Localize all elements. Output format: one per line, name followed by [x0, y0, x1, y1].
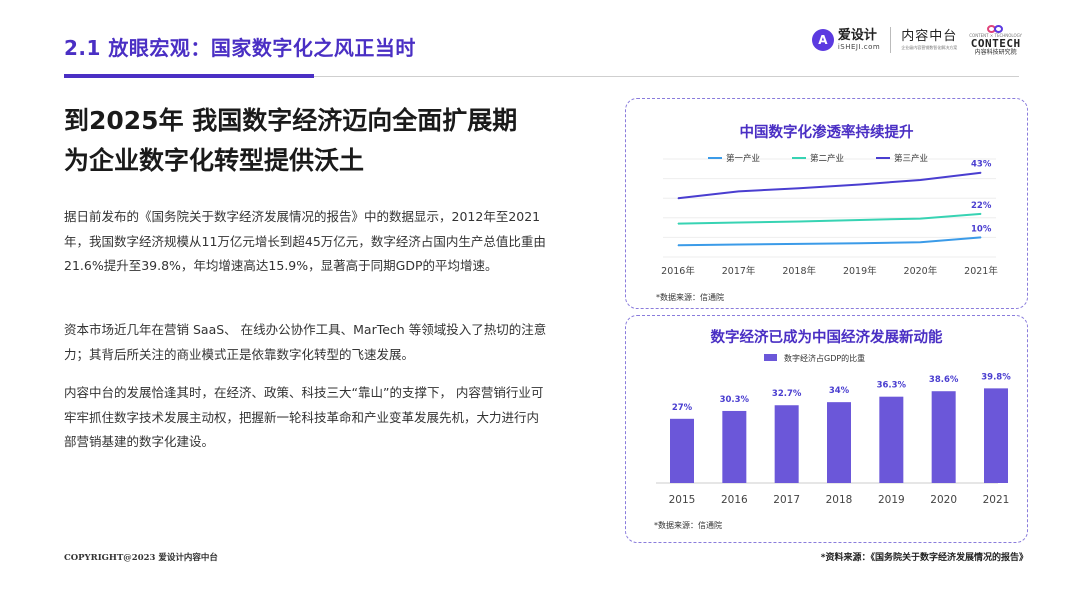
- bar-data-label: 36.3%: [877, 381, 907, 391]
- x-tick-label: 2021: [983, 494, 1010, 506]
- x-tick-label: 2021年: [964, 265, 998, 277]
- data-point: [859, 183, 861, 185]
- data-point: [798, 221, 800, 223]
- logo-divider: [890, 27, 892, 53]
- headline-line-2: 为企业数字化转型提供沃土: [64, 146, 365, 175]
- content-platform-logo-name: 内容中台: [901, 29, 958, 44]
- footer-copyright: COPYRIGHT@2023 爱设计内容中台: [64, 553, 218, 563]
- bar-data-label: 27%: [672, 403, 693, 413]
- x-tick-label: 2019年: [843, 265, 877, 277]
- contech-logo-sub: 内容科技研究院: [974, 48, 1017, 56]
- data-point: [859, 219, 861, 221]
- bar: [931, 391, 956, 483]
- data-point: [919, 241, 921, 243]
- line-chart-source: *数据来源：信通院: [656, 293, 724, 302]
- x-tick-label: 2019: [878, 494, 905, 506]
- bar: [827, 402, 851, 483]
- data-point: [677, 223, 679, 225]
- headline: 到2025年 我国数字经济迈向全面扩展期 为企业数字化转型提供沃土: [64, 101, 584, 181]
- bar: [879, 396, 904, 483]
- bar: [670, 418, 694, 483]
- content-platform-logo: 内容中台 企业级内容营销数智化解决方案: [901, 30, 957, 50]
- x-tick-label: 2020: [930, 494, 957, 506]
- isheji-logo: 爱设计 iSHEJI.com: [838, 29, 880, 51]
- series-end-label: 10%: [971, 224, 992, 234]
- x-tick-label: 2020年: [904, 265, 938, 277]
- series-line: [677, 212, 982, 225]
- legend-label: 第一产业: [726, 153, 760, 164]
- series-line: [677, 171, 982, 200]
- bar-data-label: 32.7%: [772, 389, 802, 399]
- legend-label: 第二产业: [810, 153, 844, 164]
- isheji-logo-icon: A: [811, 29, 834, 51]
- content-platform-logo-tagline: 企业级内容营销数智化解决方案: [901, 45, 958, 50]
- x-tick-label: 2016: [721, 494, 748, 506]
- data-point: [798, 187, 800, 189]
- bar: [984, 388, 1008, 483]
- data-point: [859, 242, 861, 244]
- data-point: [677, 244, 679, 246]
- data-point: [677, 197, 679, 199]
- line-chart-card: 中国数字化渗透率持续提升 第一产业 第二产业 第三产业 10% 22% 43% 2016年 2…: [625, 98, 1028, 309]
- x-tick-label: 2018年: [782, 265, 816, 277]
- contech-logo-tagline: CONTENT × TECHNOLOGY: [969, 32, 1022, 38]
- data-point: [738, 243, 740, 245]
- bar-data-label: 34%: [829, 386, 850, 396]
- bar-chart-card: 数字经济已成为中国经济发展新动能 数字经济占GDP的比重 27% 2015 30.3%…: [625, 315, 1028, 543]
- data-point: [738, 222, 740, 224]
- section-title: 2.1 放眼宏观：国家数字化之风正当时: [64, 36, 416, 60]
- bar-chart: 数字经济占GDP的比重 27% 2015 30.3% 2016 32.7% 2017 34% 2…: [656, 353, 1011, 506]
- data-point: [919, 179, 921, 181]
- series-end-label: 22%: [971, 201, 992, 211]
- x-tick-label: 2017年: [722, 265, 756, 277]
- legend-swatch: [764, 354, 777, 361]
- data-point: [980, 213, 982, 215]
- bar-data-label: 38.6%: [929, 375, 959, 385]
- bar-chart-source: *数据来源：信通院: [654, 521, 722, 530]
- isheji-logo-domain: iSHEJI.com: [837, 43, 881, 51]
- headline-line-1: 到2025年 我国数字经济迈向全面扩展期: [64, 106, 518, 135]
- title-accent-bar: [64, 74, 314, 78]
- bar: [722, 410, 747, 483]
- body-paragraph-1: 据日前发布的《国务院关于数字经济发展情况的报告》中的数据显示，2012年至202…: [64, 209, 546, 273]
- line-chart: 第一产业 第二产业 第三产业 10% 22% 43% 2016年 2017年 2018年 2019…: [661, 153, 998, 277]
- logo-group: A 爱设计 iSHEJI.com 内容中台 企业级内容营销数智化解决方案 CON…: [811, 22, 1022, 58]
- data-point: [919, 218, 921, 220]
- title-divider: [64, 76, 1019, 77]
- bar-chart-title: 数字经济已成为中国经济发展新动能: [710, 330, 943, 346]
- data-point: [798, 243, 800, 245]
- isheji-logo-name: 爱设计: [837, 28, 877, 43]
- contech-mark-icon: [986, 24, 1005, 33]
- bar-data-label: 30.3%: [720, 395, 750, 405]
- bar-data-label: 39.8%: [981, 372, 1011, 382]
- legend-label: 数字经济占GDP的比重: [784, 353, 865, 363]
- x-tick-label: 2018: [826, 494, 853, 506]
- contech-logo: CONTENT × TECHNOLOGY CONTECH 内容科技研究院: [969, 24, 1022, 56]
- contech-logo-name: CONTECH: [970, 36, 1021, 50]
- body-paragraph-3: 内容中台的发展恰逢其时，在经济、政策、科技三大“靠山”的支撑下， 内容营销行业可…: [64, 385, 544, 449]
- series-end-label: 43%: [971, 160, 992, 170]
- legend-label: 第三产业: [894, 153, 928, 164]
- x-tick-label: 2015: [669, 494, 696, 506]
- bar: [774, 405, 799, 483]
- footer-source: *资料来源：《国务院关于数字经济发展情况的报告》: [820, 553, 1028, 563]
- data-point: [738, 190, 740, 192]
- body-paragraph-2: 资本市场近几年在营销 SaaS、 在线办公协作工具、MarTech 等领域投入了…: [64, 322, 547, 362]
- x-tick-label: 2016年: [661, 265, 695, 277]
- data-point: [980, 172, 982, 174]
- series-line: [677, 236, 982, 247]
- data-point: [980, 236, 982, 238]
- line-chart-title: 中国数字化渗透率持续提升: [739, 125, 914, 141]
- x-tick-label: 2017: [773, 494, 800, 506]
